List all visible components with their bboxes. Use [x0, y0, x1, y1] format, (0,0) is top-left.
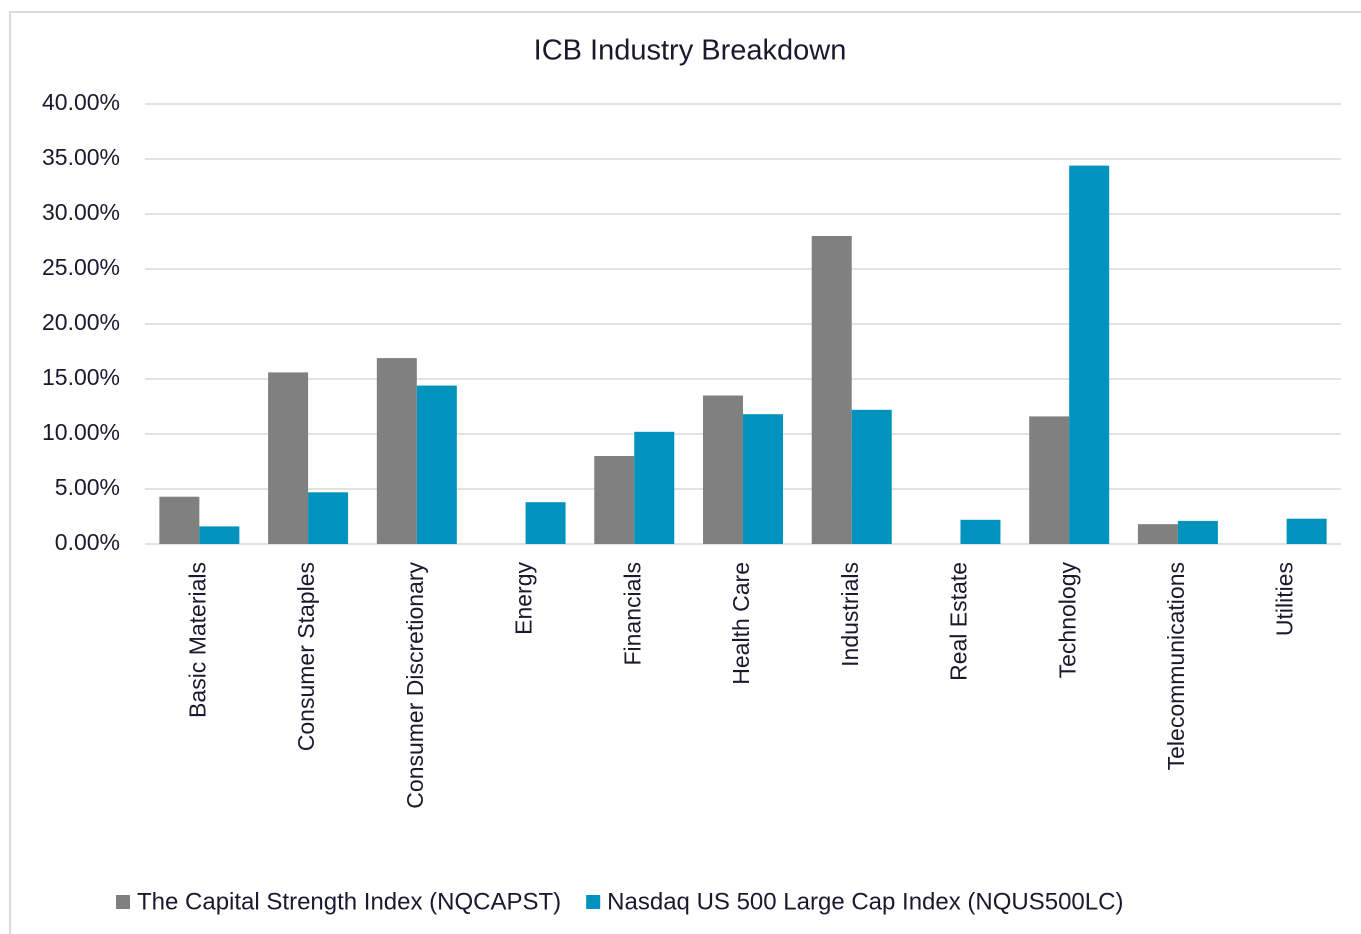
x-tick-label: Health Care [728, 562, 754, 685]
bar [703, 395, 743, 544]
bar [743, 414, 783, 544]
x-tick-label: Consumer Discretionary [402, 562, 428, 809]
bar [308, 492, 349, 544]
bar [525, 502, 566, 544]
bar [199, 526, 240, 544]
y-tick-label: 40.00% [42, 89, 120, 115]
y-tick-label: 25.00% [42, 254, 120, 280]
y-tick-label: 35.00% [42, 144, 120, 170]
y-tick-label: 10.00% [42, 419, 120, 445]
y-tick-label: 20.00% [42, 309, 120, 335]
legend-swatch [586, 895, 601, 909]
bar [1029, 416, 1070, 544]
x-tick-label: Consumer Staples [293, 562, 319, 751]
bar [1286, 518, 1327, 544]
x-tick-label: Telecommunications [1163, 562, 1189, 770]
bar [1177, 520, 1218, 544]
x-tick-label: Utilities [1272, 562, 1298, 636]
bar [1137, 524, 1178, 544]
x-tick-label: Financials [619, 562, 645, 666]
y-tick-label: 0.00% [55, 529, 120, 555]
x-tick-label: Industrials [837, 562, 863, 667]
bar [811, 236, 852, 544]
y-tick-label: 30.00% [42, 199, 120, 225]
bar [960, 519, 1001, 544]
bar [1069, 165, 1110, 544]
chart-title: ICB Industry Breakdown [534, 35, 847, 67]
bar [268, 372, 309, 544]
legend-label: The Capital Strength Index (NQCAPST) [137, 888, 561, 915]
x-tick-label: Energy [511, 562, 537, 635]
bar [416, 385, 457, 544]
bar [851, 409, 892, 544]
y-tick-label: 15.00% [42, 364, 120, 390]
chart-frame [9, 11, 1361, 934]
bar [594, 456, 635, 544]
legend-swatch [116, 895, 130, 909]
bar [376, 358, 417, 544]
y-tick-label: 5.00% [55, 474, 120, 500]
bar [159, 496, 200, 544]
bar [634, 431, 675, 544]
legend-label: Nasdaq US 500 Large Cap Index (NQUS500LC… [607, 888, 1123, 915]
x-tick-label: Technology [1054, 562, 1080, 679]
x-tick-label: Real Estate [946, 562, 972, 681]
x-tick-label: Basic Materials [184, 562, 210, 718]
